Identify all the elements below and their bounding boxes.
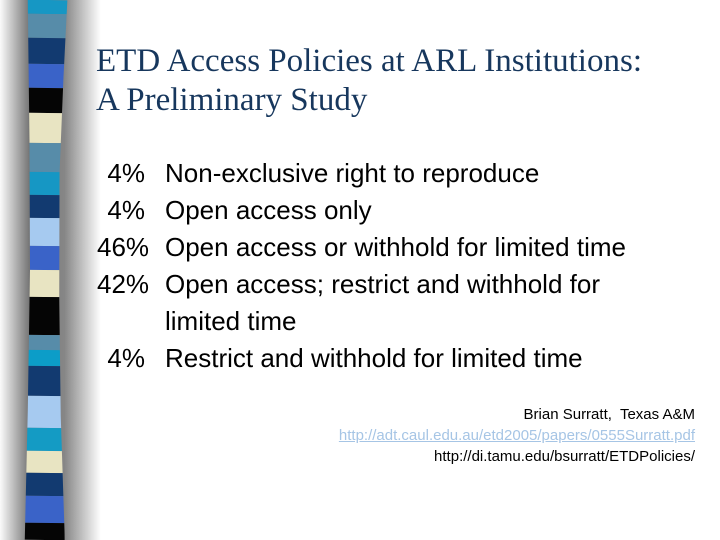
- ribbon-block: [26, 14, 70, 38]
- stat-row: 46% Open access or withhold for limited t…: [97, 229, 626, 266]
- stat-text-line: Open access; restrict and withhold for: [165, 269, 600, 299]
- stat-row: 4% Non-exclusive right to reproduce: [97, 155, 626, 192]
- stat-text-line: Restrict and withhold for limited time: [165, 343, 583, 373]
- credit-hyperlink[interactable]: http://adt.caul.edu.au/etd2005/papers/05…: [338, 427, 695, 444]
- stat-text: Open access; restrict and withhold for li…: [145, 266, 600, 340]
- credit-link-line: http://adt.caul.edu.au/etd2005/papers/05…: [339, 425, 695, 446]
- stat-text: Non-exclusive right to reproduce: [145, 155, 539, 192]
- stat-percent: 42%: [97, 269, 150, 299]
- credits: Brian Surratt, Texas A&M http://adt.caul…: [339, 404, 695, 467]
- stat-percent: 4%: [107, 343, 145, 373]
- stat-row: 4% Restrict and withhold for limited time: [97, 340, 626, 377]
- stat-text-line: Open access only: [165, 195, 372, 225]
- ribbon-block: [21, 473, 65, 496]
- ribbon-block: [26, 0, 70, 14]
- slide-title-line1: ETD Access Policies at ARL Institutions:: [96, 43, 642, 79]
- stat-text: Open access or withhold for limited time: [145, 229, 626, 266]
- ribbon-block: [21, 451, 65, 473]
- ribbon-block: [22, 428, 66, 451]
- stat-text: Open access only: [145, 192, 372, 229]
- stat-percent: 4%: [107, 158, 145, 188]
- slide-title-line2: A Preliminary Study: [96, 82, 368, 118]
- stat-text-line: limited time: [165, 306, 297, 336]
- stat-text-line: Non-exclusive right to reproduce: [165, 158, 540, 188]
- slide-title: ETD Access Policies at ARL Institutions:…: [96, 42, 642, 120]
- credit-alt-url: http://di.tamu.edu/bsurratt/ETDPolicies/: [434, 448, 695, 465]
- ribbon-block: [25, 38, 69, 64]
- ribbon-block: [22, 396, 66, 428]
- ribbon-block: [21, 496, 65, 523]
- stat-percent: 4%: [107, 195, 145, 225]
- stat-text-line: Open access or withhold for limited time: [165, 232, 626, 262]
- stat-row: 42% Open access; restrict and withhold fo…: [97, 266, 626, 340]
- stat-row: 4% Open access only: [97, 192, 626, 229]
- stat-percent: 46%: [97, 232, 150, 262]
- credit-author: Brian Surratt, Texas A&M: [523, 406, 695, 423]
- ribbon-block: [22, 366, 66, 396]
- ribbon-block: [21, 523, 65, 540]
- stat-text: Restrict and withhold for limited time: [145, 340, 583, 377]
- stats-list: 4% Non-exclusive right to reproduce 4% Open…: [97, 155, 626, 377]
- ribbon-block: [25, 64, 69, 88]
